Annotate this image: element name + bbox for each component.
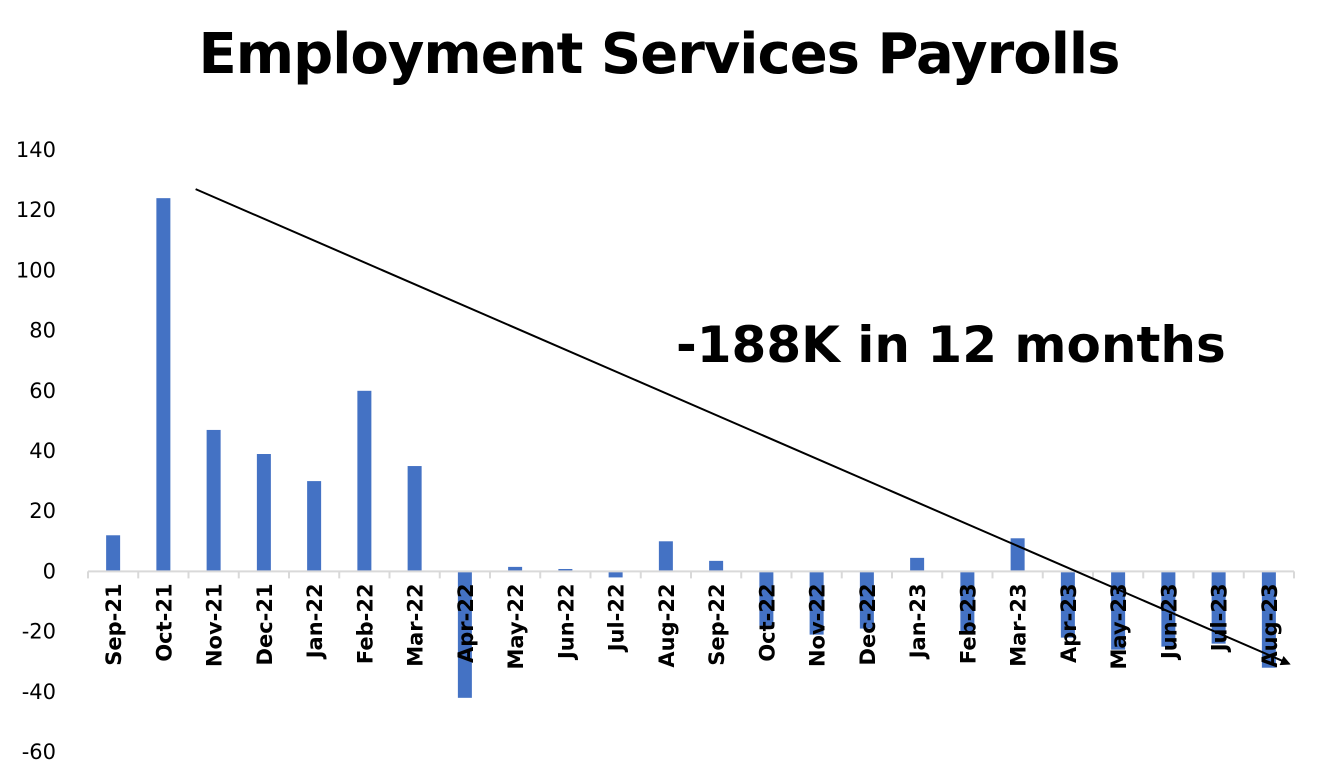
bar: [1261, 571, 1276, 668]
y-tick-label: -40: [22, 680, 56, 704]
bar: [457, 571, 472, 698]
y-tick-label: 100: [16, 258, 56, 282]
bar: [558, 568, 573, 572]
x-category-label: Sep-21: [102, 583, 126, 665]
y-tick-label: -60: [22, 740, 56, 764]
bar: [658, 541, 673, 572]
x-category-label: Nov-21: [203, 583, 227, 667]
bar: [307, 481, 322, 572]
x-axis-tick-marks: [87, 571, 1295, 579]
y-tick-label: 140: [16, 138, 56, 162]
x-category-label: Dec-21: [253, 583, 277, 665]
x-category-label: Mar-22: [404, 583, 428, 666]
y-tick-label: 40: [29, 439, 56, 463]
x-category-label: Oct-21: [152, 583, 176, 661]
x-category-label: Jul-22: [605, 583, 629, 653]
bar: [608, 571, 623, 578]
x-category-label: Jan-22: [303, 583, 327, 660]
y-tick-label: 60: [29, 379, 56, 403]
x-category-label: Jan-23: [906, 583, 930, 660]
bar: [508, 566, 523, 572]
y-tick-label: 0: [43, 559, 56, 583]
bar: [960, 571, 975, 632]
bar: [859, 571, 874, 629]
annotation-text: -188K in 12 months: [676, 316, 1226, 374]
bar: [1161, 571, 1176, 647]
x-category-label: Jun-23: [1157, 583, 1181, 661]
bar: [910, 557, 925, 572]
y-axis-tick-labels: -60 -40 -20 0 20 40 60 80 100 120 140: [16, 138, 56, 764]
x-category-label: Aug-22: [655, 583, 679, 667]
bar: [206, 429, 221, 572]
x-category-label: Feb-23: [956, 583, 980, 664]
x-category-label: Jul-23: [1208, 583, 1232, 653]
x-category-label: Apr-22: [454, 583, 478, 663]
y-tick-label: 80: [29, 319, 56, 343]
trend-arrow: [195, 188, 1291, 666]
bar: [809, 571, 824, 635]
bar: [357, 390, 372, 572]
x-axis-category-labels: Sep-21 Oct-21 Nov-21 Dec-21 Jan-22 Feb-22 Mar-…: [102, 583, 1282, 669]
bar: [709, 560, 724, 572]
x-category-label: Jun-22: [554, 583, 578, 661]
bar: [156, 198, 171, 572]
y-tick-label: 120: [16, 198, 56, 222]
y-tick-label: -20: [22, 620, 56, 644]
x-category-label: Nov-22: [806, 583, 830, 667]
chart-title: Employment Services Payrolls: [198, 22, 1121, 87]
bar: [106, 535, 121, 572]
x-category-label: Sep-22: [705, 583, 729, 665]
x-category-label: Aug-23: [1258, 583, 1282, 667]
bar: [1060, 571, 1075, 638]
y-tick-label: 20: [29, 499, 56, 523]
bar: [1211, 571, 1226, 644]
x-category-label: May-22: [504, 583, 528, 669]
x-category-label: May-23: [1107, 583, 1131, 669]
x-category-label: Apr-23: [1057, 583, 1081, 663]
bar: [256, 454, 271, 572]
bar-series: [106, 198, 1276, 698]
x-category-label: Feb-22: [353, 583, 377, 664]
x-category-label: Mar-23: [1007, 583, 1031, 666]
bar: [759, 571, 774, 626]
x-category-label: Dec-22: [856, 583, 880, 665]
x-category-label: Oct-22: [755, 583, 779, 661]
bar: [407, 466, 422, 572]
